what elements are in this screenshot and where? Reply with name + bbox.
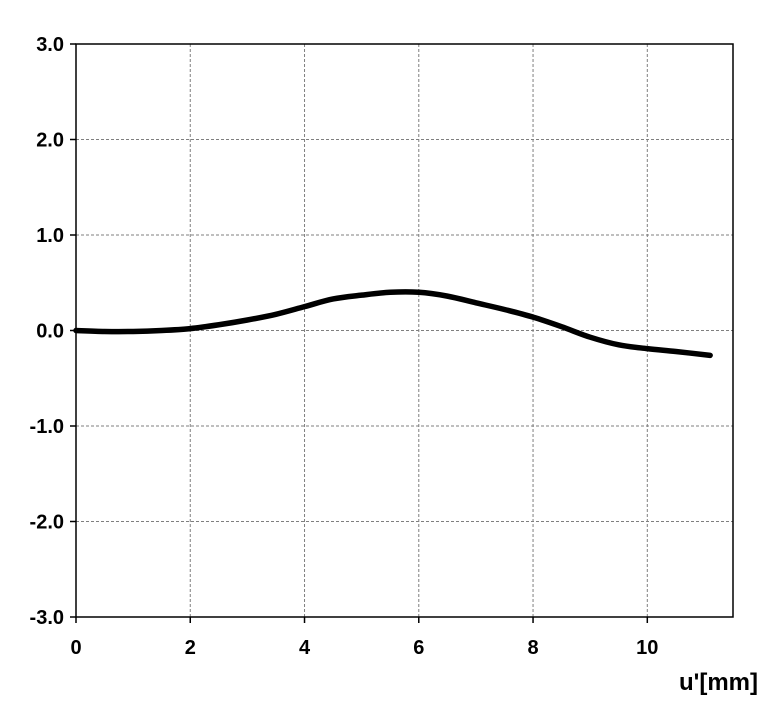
- series: [73, 289, 713, 359]
- x-tick-label: 10: [636, 637, 658, 659]
- y-tick-labels: 3.0 2.0 1.0 0.0 -1.0 -2.0 -3.0: [30, 34, 64, 629]
- grid: [76, 44, 733, 617]
- x-tick-label: 0: [70, 637, 81, 659]
- x-tick-label: 8: [527, 637, 538, 659]
- x-tick-label: 2: [185, 637, 196, 659]
- y-tick-label: -1.0: [30, 416, 64, 438]
- y-tick-label: 3.0: [36, 34, 64, 56]
- y-tick-label: -2.0: [30, 512, 64, 534]
- x-tick-labels: 0 2 4 6 8 10: [70, 637, 658, 659]
- x-tick-label: 4: [299, 637, 311, 659]
- x-axis-title: u'[mm]: [679, 669, 758, 696]
- series-line-1: [73, 289, 713, 359]
- y-tick-label: -3.0: [30, 607, 64, 629]
- y-tick-label: 2.0: [36, 130, 64, 152]
- y-tick-label: 0.0: [36, 321, 64, 343]
- tick-marks: [70, 43, 649, 623]
- y-tick-label: 1.0: [36, 225, 64, 247]
- x-tick-label: 6: [413, 637, 424, 659]
